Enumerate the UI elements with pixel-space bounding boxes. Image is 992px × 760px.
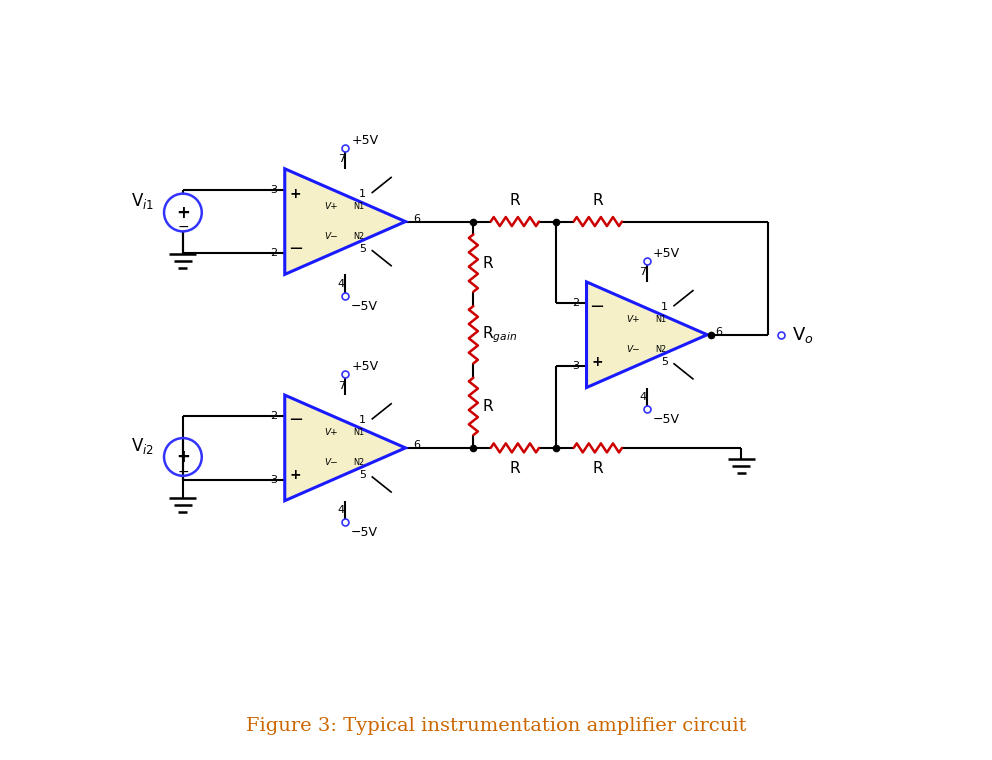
Text: R$_{gain}$: R$_{gain}$ bbox=[482, 325, 518, 345]
Text: V$_{i1}$: V$_{i1}$ bbox=[131, 192, 154, 211]
Text: 6: 6 bbox=[715, 327, 722, 337]
Text: V+: V+ bbox=[324, 429, 338, 437]
Text: N2: N2 bbox=[655, 345, 666, 354]
Text: R: R bbox=[592, 461, 603, 477]
Text: −5V: −5V bbox=[351, 526, 378, 539]
Text: 5: 5 bbox=[359, 244, 366, 254]
Text: 2: 2 bbox=[270, 249, 277, 258]
Text: 6: 6 bbox=[413, 440, 420, 450]
Text: −: − bbox=[288, 240, 303, 258]
Text: −5V: −5V bbox=[351, 299, 378, 312]
Text: N1: N1 bbox=[655, 315, 666, 325]
Text: N1: N1 bbox=[353, 429, 364, 437]
Text: V$_o$: V$_o$ bbox=[792, 325, 813, 345]
Text: N2: N2 bbox=[353, 232, 364, 241]
Text: 1: 1 bbox=[359, 189, 366, 199]
Text: R: R bbox=[510, 461, 520, 477]
Text: +5V: +5V bbox=[351, 134, 378, 147]
Text: 2: 2 bbox=[270, 411, 277, 421]
Text: 4: 4 bbox=[338, 279, 345, 289]
Text: 3: 3 bbox=[270, 185, 277, 195]
Text: V−: V− bbox=[324, 458, 338, 467]
Text: R: R bbox=[482, 255, 493, 271]
Text: 2: 2 bbox=[571, 298, 579, 308]
Text: +: + bbox=[176, 448, 189, 466]
Text: 7: 7 bbox=[338, 154, 345, 164]
Text: +5V: +5V bbox=[653, 247, 681, 260]
Text: +: + bbox=[290, 187, 302, 201]
Text: 6: 6 bbox=[413, 214, 420, 223]
Text: −: − bbox=[288, 411, 303, 429]
Text: 4: 4 bbox=[338, 505, 345, 515]
Text: 7: 7 bbox=[640, 268, 647, 277]
Text: 5: 5 bbox=[359, 470, 366, 480]
Text: V+: V+ bbox=[627, 315, 640, 325]
Text: N1: N1 bbox=[353, 202, 364, 211]
Text: 3: 3 bbox=[270, 474, 277, 485]
Text: 7: 7 bbox=[338, 381, 345, 391]
Text: V+: V+ bbox=[324, 202, 338, 211]
Text: −5V: −5V bbox=[653, 413, 680, 426]
Polygon shape bbox=[586, 282, 707, 388]
Text: 1: 1 bbox=[661, 302, 668, 312]
Text: 4: 4 bbox=[640, 392, 647, 402]
Polygon shape bbox=[285, 169, 406, 274]
Text: V−: V− bbox=[324, 232, 338, 241]
Text: V$_{i2}$: V$_{i2}$ bbox=[131, 435, 154, 456]
Text: R: R bbox=[592, 193, 603, 208]
Text: 5: 5 bbox=[661, 357, 668, 367]
Text: +: + bbox=[591, 355, 603, 369]
Polygon shape bbox=[285, 395, 406, 501]
Text: R: R bbox=[510, 193, 520, 208]
Text: 3: 3 bbox=[572, 362, 579, 372]
Text: 1: 1 bbox=[359, 416, 366, 426]
Text: −: − bbox=[589, 298, 605, 316]
Text: N2: N2 bbox=[353, 458, 364, 467]
Text: −: − bbox=[178, 464, 188, 479]
Text: Figure 3: Typical instrumentation amplifier circuit: Figure 3: Typical instrumentation amplif… bbox=[246, 717, 746, 734]
Text: −: − bbox=[178, 220, 188, 234]
Text: +5V: +5V bbox=[351, 360, 378, 373]
Text: +: + bbox=[176, 204, 189, 221]
Text: V−: V− bbox=[627, 345, 640, 354]
Text: R: R bbox=[482, 399, 493, 414]
Text: +: + bbox=[290, 468, 302, 483]
